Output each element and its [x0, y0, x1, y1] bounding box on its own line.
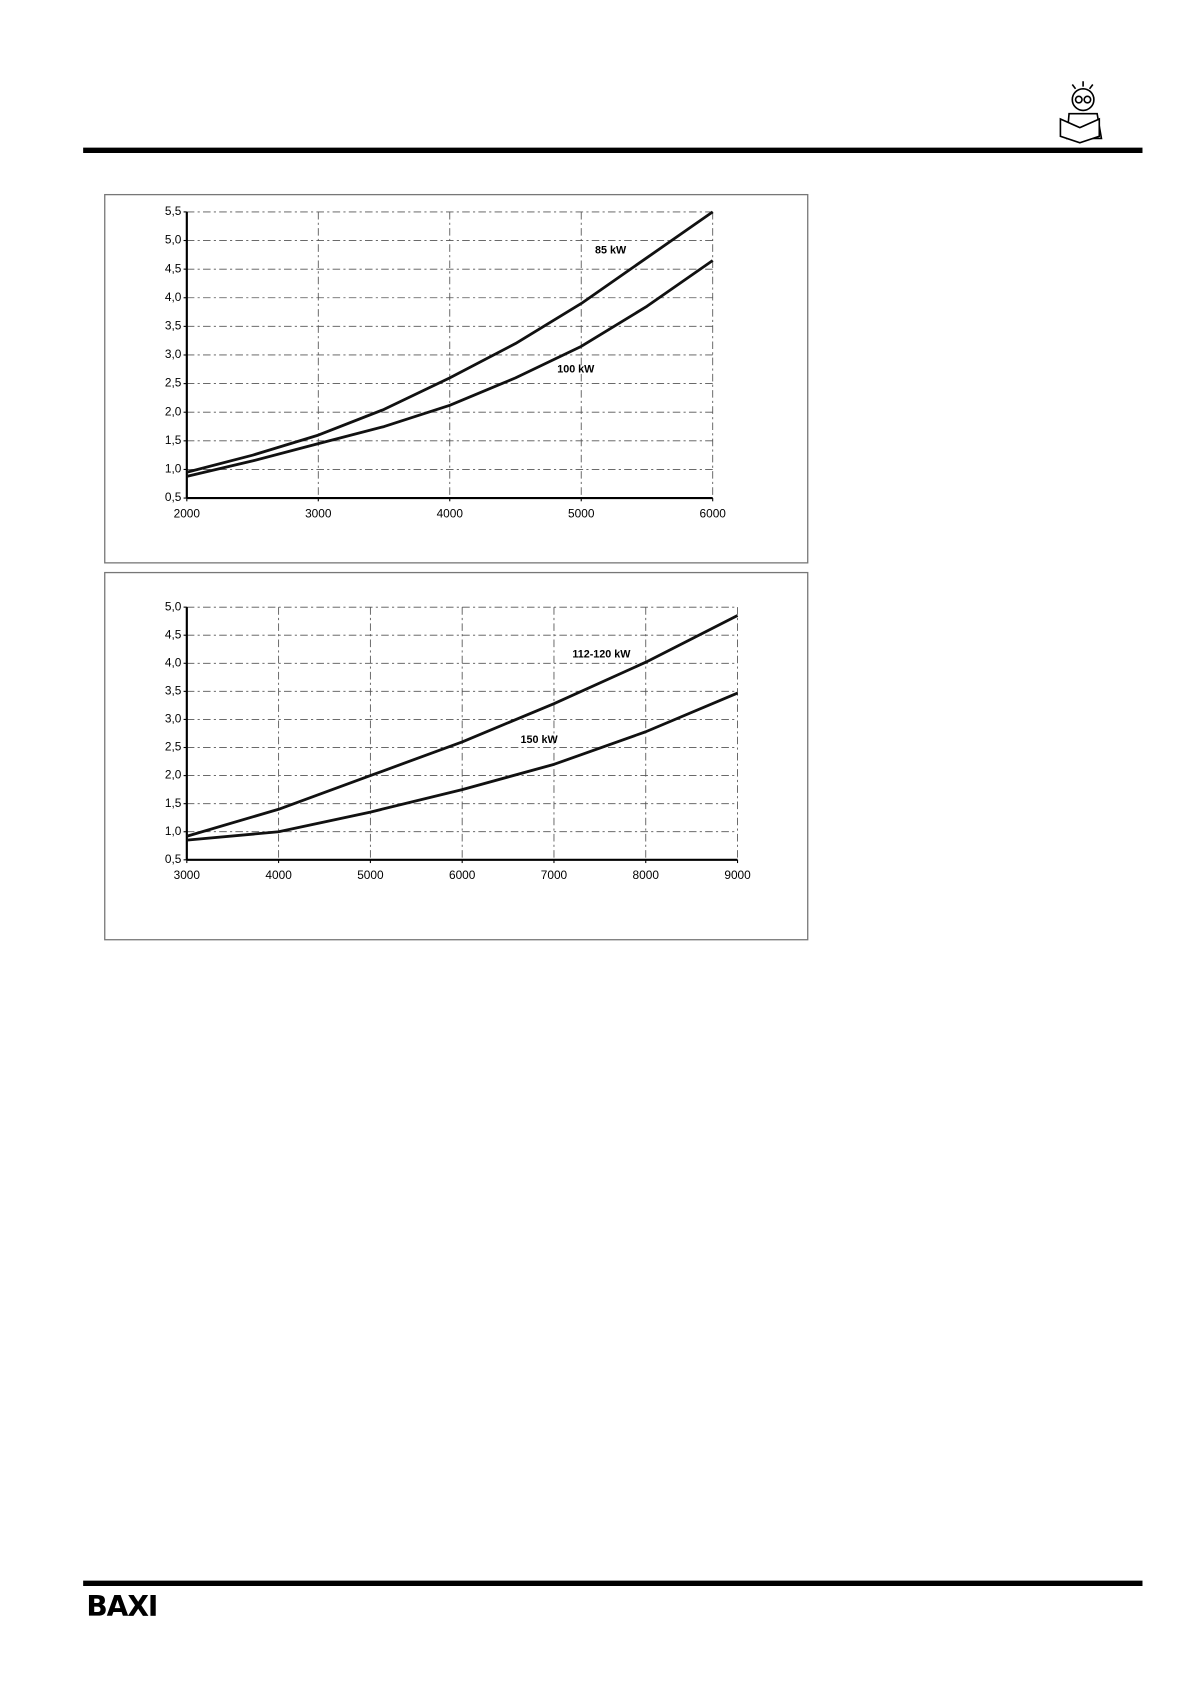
- y-tick-label: 4,0: [165, 290, 182, 304]
- y-tick-label: 3,5: [165, 684, 182, 698]
- series-label: 85 kW: [595, 245, 627, 257]
- y-tick-label: 2,0: [165, 404, 182, 418]
- series-line: [186, 259, 714, 478]
- y-tick-label: 2,5: [165, 740, 182, 754]
- y-tick-label: 4,5: [165, 627, 182, 641]
- y-tick-label: 5,0: [165, 599, 182, 613]
- chart-frame: [104, 193, 809, 564]
- x-tick-label: 4000: [265, 868, 292, 882]
- x-tick-label: 6000: [449, 868, 476, 882]
- y-tick-label: 1,0: [165, 462, 182, 476]
- y-tick-label: 5,5: [165, 204, 182, 218]
- x-tick-label: 3000: [174, 868, 201, 882]
- y-tick-label: 2,5: [165, 376, 182, 390]
- series-line: [186, 691, 739, 842]
- x-tick-label: 6000: [700, 506, 727, 520]
- series-label: 100 kW: [557, 363, 595, 375]
- series-label: 150 kW: [520, 734, 558, 746]
- y-tick-label: 5,0: [165, 233, 182, 247]
- y-tick-label: 4,5: [165, 261, 182, 275]
- chart-frame: [104, 571, 809, 941]
- y-tick-label: 2,0: [165, 768, 182, 782]
- y-tick-label: 3,0: [165, 712, 182, 726]
- y-tick-label: 3,5: [165, 319, 182, 333]
- y-tick-label: 4,0: [165, 655, 182, 669]
- y-tick-label: 3,0: [165, 347, 182, 361]
- y-tick-label: 0,5: [165, 490, 182, 504]
- series-line: [186, 210, 714, 474]
- reader-icon: [1059, 81, 1103, 144]
- x-tick-label: 5000: [357, 868, 384, 882]
- x-tick-label: 3000: [305, 506, 332, 520]
- series-line: [186, 614, 739, 838]
- x-tick-label: 8000: [633, 868, 660, 882]
- series-label: 112-120 kW: [572, 648, 631, 660]
- x-tick-label: 7000: [541, 868, 568, 882]
- x-tick-label: 2000: [174, 506, 201, 520]
- y-tick-label: 0,5: [165, 852, 182, 866]
- x-tick-label: 4000: [437, 506, 464, 520]
- y-tick-label: 1,0: [165, 824, 182, 838]
- y-tick-label: 1,5: [165, 433, 182, 447]
- x-tick-label: 9000: [724, 868, 751, 882]
- x-tick-label: 5000: [568, 506, 595, 520]
- y-tick-label: 1,5: [165, 796, 182, 810]
- brand-logo: BAXI: [86, 1590, 157, 1623]
